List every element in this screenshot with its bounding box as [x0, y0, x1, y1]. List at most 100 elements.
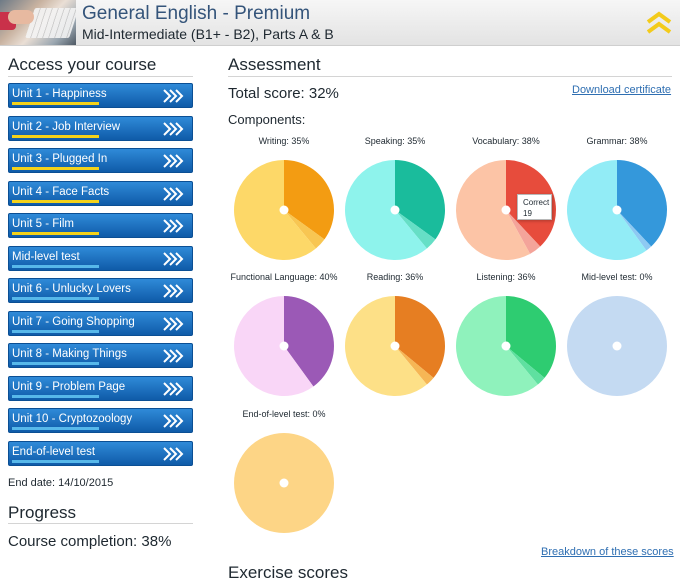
triple-chevron-right-icon [162, 381, 184, 397]
pie-title: Grammar: 38% [586, 136, 648, 146]
chart-tooltip: Correct 19 [517, 194, 552, 220]
pie-slice-incorrect[interactable] [506, 346, 545, 385]
pie-svg [456, 296, 556, 396]
pie-slice-correct[interactable] [506, 296, 556, 378]
double-chevron-up-icon [646, 11, 672, 34]
pie-title: End-of-level test: 0% [242, 409, 326, 419]
course-header: General English - Premium Mid-Intermedia… [0, 0, 680, 46]
pie-slice-correct[interactable] [617, 160, 667, 247]
unit-button[interactable]: Unit 4 - Face Facts [8, 180, 193, 206]
heading-divider [8, 76, 193, 77]
pie-slice-incorrect[interactable] [395, 210, 436, 249]
pie-chart: Mid-level test: 0% [561, 272, 673, 412]
course-banner-image [0, 0, 76, 45]
unit-button[interactable]: Unit 6 - Unlucky Lovers [8, 278, 193, 303]
pie-slice-correct[interactable] [284, 160, 334, 240]
unit-label: Unit 9 - Problem Page [12, 380, 126, 393]
pie-slice-unanswered[interactable] [456, 296, 538, 396]
pie-chart: Functional Language: 40% [228, 272, 340, 412]
pie-center-dot [390, 341, 400, 351]
assessment-heading: Assessment [228, 55, 321, 74]
pie-slice-unanswered[interactable] [234, 160, 316, 260]
triple-chevron-right-icon [162, 446, 184, 462]
unit-button[interactable]: Unit 5 - Film [8, 213, 193, 238]
triple-chevron-right-icon [162, 218, 184, 234]
pie-center-dot [279, 341, 289, 351]
pie-slice-correct[interactable] [284, 296, 334, 387]
course-completion: Course completion: 38% [8, 533, 172, 550]
unit-label: Unit 1 - Happiness [12, 88, 107, 100]
triple-chevron-right-icon [162, 153, 184, 169]
pie-svg [345, 296, 445, 396]
download-certificate-link[interactable]: Download certificate [572, 84, 672, 96]
unit-button[interactable]: Unit 9 - Problem Page [8, 375, 193, 401]
unit-progress-bar [12, 232, 99, 235]
pie-title: Writing: 35% [258, 136, 310, 146]
heading-divider [228, 76, 672, 77]
triple-chevron-right-icon [162, 186, 184, 202]
unit-label: End-of-level test [12, 445, 96, 458]
triple-chevron-right-icon [162, 316, 184, 332]
pie-slice-incorrect[interactable] [617, 210, 652, 251]
pie-slice-unanswered[interactable] [345, 160, 427, 260]
pie-title: Vocabulary: 38% [472, 136, 540, 146]
end-date: End date: 14/10/2015 [8, 477, 114, 489]
components-label: Components: [228, 112, 306, 127]
unit-label: Unit 7 - Going Shopping [12, 315, 135, 328]
triple-chevron-right-icon [162, 251, 184, 267]
unit-progress-bar [12, 199, 99, 203]
course-subtitle: Mid-Intermediate (B1+ - B2), Parts A & B [82, 26, 334, 42]
pie-slice-correct[interactable] [395, 160, 445, 240]
unit-button[interactable]: Unit 7 - Going Shopping [8, 310, 193, 336]
unit-button[interactable]: Unit 3 - Plugged In [8, 148, 193, 173]
unit-button[interactable]: End-of-level test [8, 440, 193, 466]
pie-chart: End-of-level test: 0% [228, 409, 340, 549]
pie-chart: Writing: 35% [228, 136, 340, 276]
unit-button[interactable]: Unit 2 - Job Interview [8, 115, 193, 141]
pie-slice-unanswered[interactable] [345, 296, 427, 396]
pie-slice-incorrect[interactable] [395, 346, 434, 385]
unit-button[interactable]: Unit 1 - Happiness [8, 83, 193, 108]
access-course-heading: Access your course [8, 55, 157, 74]
pie-center-dot [279, 478, 289, 488]
triple-chevron-right-icon [162, 121, 184, 137]
pie-title: Speaking: 35% [364, 136, 426, 146]
unit-progress-bar [12, 134, 99, 138]
pie-chart: Grammar: 38% [561, 136, 673, 276]
unit-progress-bar [12, 297, 99, 300]
unit-label: Unit 2 - Job Interview [12, 120, 121, 133]
pie-svg [345, 160, 445, 260]
pie-title: Functional Language: 40% [230, 272, 338, 282]
pie-slice-incorrect[interactable] [506, 210, 541, 254]
pie-center-dot [612, 205, 622, 215]
total-score: Total score: 32% [228, 85, 339, 102]
pie-svg [567, 160, 667, 260]
unit-button[interactable]: Unit 8 - Making Things [8, 343, 193, 368]
triple-chevron-right-icon [162, 283, 184, 299]
tooltip-label: Correct [523, 198, 550, 207]
unit-label: Unit 8 - Making Things [12, 348, 127, 360]
unit-label: Unit 6 - Unlucky Lovers [12, 283, 131, 295]
pie-title: Listening: 36% [476, 272, 536, 282]
pie-slice-correct[interactable] [395, 296, 445, 378]
pie-center-dot [501, 205, 511, 215]
collapse-header-button[interactable] [644, 10, 674, 36]
progress-heading: Progress [8, 503, 77, 522]
pie-title: Reading: 36% [366, 272, 424, 282]
unit-label: Unit 3 - Plugged In [12, 153, 108, 165]
pie-slice-unanswered[interactable] [567, 160, 647, 260]
pie-slice-unanswered[interactable] [233, 296, 314, 396]
pie-svg [233, 296, 334, 396]
pie-slice-incorrect[interactable] [284, 210, 325, 249]
unit-button[interactable]: Unit 10 - Cryptozoology [8, 408, 193, 433]
pie-svg [567, 296, 667, 396]
pie-slice-unanswered[interactable] [456, 160, 531, 260]
tooltip-value: 19 [523, 209, 532, 218]
unit-label: Mid-level test [12, 250, 80, 263]
pie-title: Mid-level test: 0% [581, 272, 653, 282]
pie-center-dot [501, 341, 511, 351]
unit-progress-bar [12, 264, 99, 268]
unit-label: Unit 4 - Face Facts [12, 185, 110, 198]
breakdown-scores-link[interactable]: Breakdown of these scores [541, 546, 674, 558]
unit-button[interactable]: Mid-level test [8, 245, 193, 271]
